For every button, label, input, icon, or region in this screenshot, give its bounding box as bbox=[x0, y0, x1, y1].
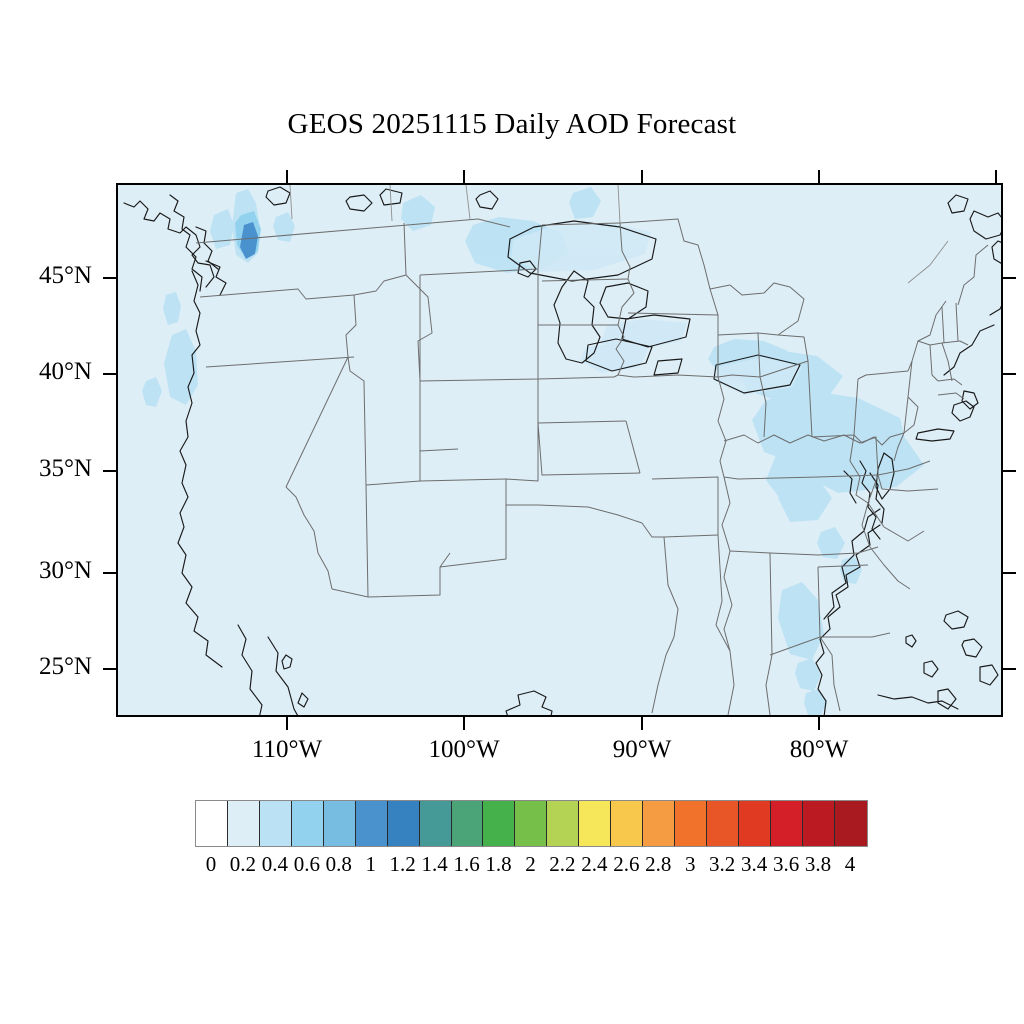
map-canvas bbox=[118, 185, 1001, 715]
colorbar-tick-label: 1 bbox=[365, 852, 376, 876]
colorbar-cell bbox=[515, 801, 548, 846]
lat-tick-30 bbox=[103, 572, 116, 574]
lat-label-45: 45°N bbox=[38, 262, 92, 289]
colorbar-tick-label: 1.4 bbox=[421, 852, 448, 876]
colorbar-tick-labels: 0 0.2 0.4 0.6 0.8 1 1.2 1.4 1.6 1.8 2 2.2 2.4 2.6 2.8 3… bbox=[0, 852, 1024, 882]
colorbar-cell bbox=[707, 801, 739, 846]
lat-tick-right-45 bbox=[1003, 277, 1016, 279]
aod-hotspot bbox=[235, 211, 261, 259]
colorbar-tick-label: 0 bbox=[205, 852, 217, 876]
lon-label-80: 80°W bbox=[789, 736, 849, 763]
lon-tick-top-90 bbox=[641, 170, 643, 183]
lat-label-25: 25°N bbox=[38, 653, 92, 680]
colorbar-tick-label: 0.6 bbox=[293, 852, 320, 876]
lon-tick-top-80 bbox=[818, 170, 820, 183]
colorbar-cell bbox=[834, 801, 867, 846]
colorbar-cell bbox=[611, 801, 644, 846]
lat-tick-right-40 bbox=[1003, 373, 1016, 375]
colorbar-cell bbox=[643, 801, 676, 846]
colorbar-cell bbox=[323, 801, 356, 846]
colorbar-tick-label: 4 bbox=[844, 852, 856, 876]
lat-label-35: 35°N bbox=[38, 455, 92, 482]
chart-title: GEOS 20251115 Daily AOD Forecast bbox=[287, 108, 737, 140]
colorbar[interactable] bbox=[195, 800, 868, 847]
colorbar-tick-label: 3.8 bbox=[804, 852, 832, 876]
colorbar-cell bbox=[483, 801, 516, 846]
lon-tick-top-70 bbox=[995, 170, 997, 183]
lat-tick-35 bbox=[103, 470, 116, 472]
lat-tick-40 bbox=[103, 373, 116, 375]
colorbar-tick-label: 3.2 bbox=[709, 852, 736, 876]
lat-tick-right-30 bbox=[1003, 572, 1016, 574]
colorbar-tick-label: 2 bbox=[525, 852, 536, 876]
lat-tick-right-35 bbox=[1003, 470, 1016, 472]
colorbar-tick-label: 3.4 bbox=[741, 852, 768, 876]
colorbar-tick-label: 1.6 bbox=[453, 852, 480, 876]
colorbar-tick-label: 2.8 bbox=[645, 852, 672, 876]
lon-label-110: 110°W bbox=[251, 736, 323, 763]
colorbar-cell bbox=[547, 801, 580, 846]
lon-tick-80 bbox=[818, 717, 820, 730]
lon-label-100: 100°W bbox=[428, 736, 500, 763]
colorbar-cell bbox=[770, 801, 803, 846]
lon-tick-top-110 bbox=[286, 170, 288, 183]
great-lakes bbox=[511, 222, 802, 395]
colorbar-tick-label: 0.8 bbox=[325, 852, 352, 876]
colorbar-tick-label: 2.4 bbox=[581, 852, 608, 876]
colorbar-cell bbox=[451, 801, 484, 846]
lon-tick-110 bbox=[286, 717, 288, 730]
colorbar-cell bbox=[355, 801, 388, 846]
colorbar-cell bbox=[196, 801, 228, 846]
colorbar-cell bbox=[227, 801, 260, 846]
colorbar-tick-label: 2.6 bbox=[613, 852, 640, 876]
colorbar-tick-label: 0.4 bbox=[261, 852, 288, 876]
lat-label-30: 30°N bbox=[38, 557, 92, 584]
province-borders-layer bbox=[289, 185, 949, 284]
colorbar-tick-label: 3 bbox=[684, 852, 696, 876]
lon-tick-100 bbox=[463, 717, 465, 730]
colorbar-cell bbox=[738, 801, 771, 846]
colorbar-cell bbox=[419, 801, 452, 846]
state-borders-layer bbox=[195, 218, 989, 715]
lat-tick-45 bbox=[103, 277, 116, 279]
lon-tick-90 bbox=[641, 717, 643, 730]
colorbar-tick-label: 3.6 bbox=[772, 852, 800, 876]
lon-label-90: 90°W bbox=[612, 736, 672, 763]
colorbar-cell bbox=[291, 801, 324, 846]
lat-tick-right-25 bbox=[1003, 668, 1016, 670]
map-panel bbox=[116, 183, 1003, 717]
colorbar-tick-label: 0.2 bbox=[229, 852, 257, 876]
colorbar-tick-label: 2.2 bbox=[549, 852, 576, 876]
colorbar-cell bbox=[387, 801, 420, 846]
colorbar-cell bbox=[675, 801, 707, 846]
lon-tick-top-100 bbox=[463, 170, 465, 183]
colorbar-cell bbox=[259, 801, 292, 846]
colorbar-tick-label: 1.8 bbox=[485, 852, 512, 876]
colorbar-tick-label: 1.2 bbox=[389, 852, 416, 876]
colorbar-cell bbox=[579, 801, 612, 846]
colorbar-cell bbox=[802, 801, 835, 846]
lat-label-40: 40°N bbox=[38, 358, 92, 385]
lat-tick-25 bbox=[103, 668, 116, 670]
